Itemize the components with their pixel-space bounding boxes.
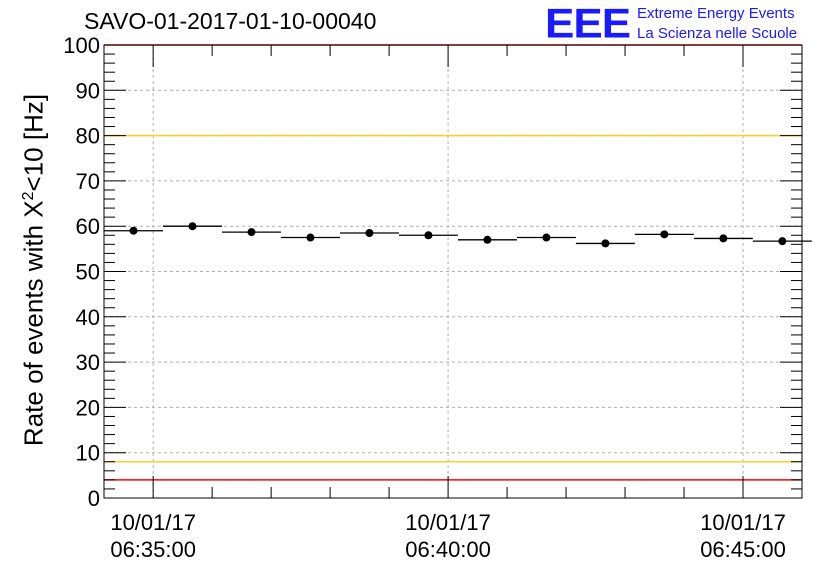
y-tick-label: 80	[76, 124, 100, 149]
y-axis-label: Rate of events with X2<10 [Hz]	[19, 94, 50, 446]
y-tick-label: 40	[76, 305, 100, 330]
x-tick-label-date: 10/01/17	[110, 510, 196, 535]
data-point	[778, 237, 787, 246]
logo-caption-line2: La Scienza nelle Scuole	[637, 25, 798, 42]
eee-logo: EEE	[545, 0, 631, 47]
y-tick-label: 60	[76, 214, 100, 239]
y-tick-label: 10	[76, 441, 100, 466]
x-tick-label-date: 10/01/17	[405, 510, 491, 535]
y-tick-label: 30	[76, 350, 100, 375]
data-point	[188, 222, 197, 231]
logo-caption-line1: Extreme Energy Events	[637, 5, 795, 22]
data-point	[542, 233, 551, 242]
data-point	[660, 230, 669, 239]
y-tick-label: 50	[76, 260, 100, 285]
y-tick-label: 70	[76, 169, 100, 194]
y-axis-label-suffix: <10 [Hz]	[18, 93, 49, 192]
y-tick-label: 0	[88, 486, 100, 511]
grid-lines	[104, 45, 802, 498]
y-axis-label-prefix: Rate of events with X	[18, 200, 49, 447]
x-tick-label-time: 06:40:00	[405, 537, 491, 562]
data-point	[306, 233, 315, 242]
data-point	[365, 228, 374, 237]
x-tick-label-time: 06:35:00	[110, 537, 196, 562]
x-tick-labels: 10/01/1706:35:0010/01/1706:40:0010/01/17…	[110, 510, 785, 562]
data-point	[129, 226, 138, 235]
x-tick-label-date: 10/01/17	[700, 510, 786, 535]
data-point	[247, 228, 256, 237]
y-tick-label: 90	[76, 78, 100, 103]
y-tick-labels: 0 10 20 30 40 50 60 70 80 90 100	[63, 33, 100, 511]
logo-caption: Extreme Energy Events La Scienza nelle S…	[637, 4, 797, 44]
data-point	[601, 239, 610, 248]
reference-lines	[104, 44, 802, 481]
y-tick-label: 20	[76, 395, 100, 420]
data-point	[424, 231, 433, 240]
data-point	[719, 234, 728, 243]
axis-ticks	[104, 44, 803, 499]
data-points	[104, 222, 812, 248]
y-axis-label-sup: 2	[19, 191, 37, 201]
x-tick-label-time: 06:45:00	[700, 537, 786, 562]
data-point	[483, 235, 492, 244]
chart-title: SAVO-01-2017-01-10-00040	[84, 8, 377, 34]
y-tick-label: 100	[63, 33, 100, 58]
